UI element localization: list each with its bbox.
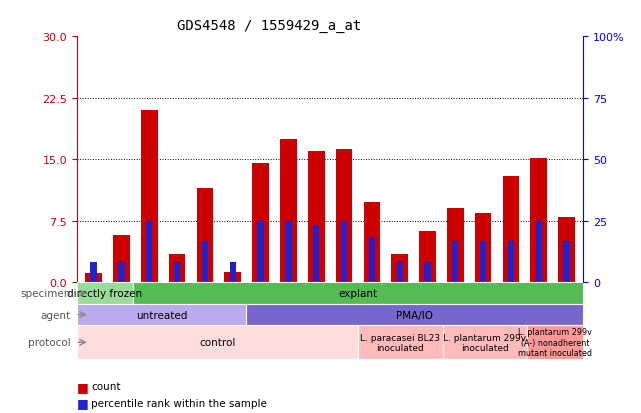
Bar <box>285 221 292 282</box>
Bar <box>77 304 246 325</box>
Bar <box>480 242 487 282</box>
Bar <box>475 213 492 282</box>
Bar <box>174 262 180 282</box>
Text: control: control <box>199 337 236 347</box>
Bar <box>169 254 185 282</box>
Bar <box>258 221 263 282</box>
Bar <box>77 282 133 304</box>
Bar <box>224 273 241 282</box>
Bar <box>246 304 583 325</box>
Text: agent: agent <box>40 310 71 320</box>
Bar <box>443 325 527 359</box>
Bar <box>527 325 583 359</box>
Bar <box>146 221 153 282</box>
Bar <box>77 325 358 359</box>
Text: explant: explant <box>338 288 378 298</box>
Bar <box>358 325 443 359</box>
Bar <box>252 164 269 282</box>
Text: PMA/IO: PMA/IO <box>396 310 433 320</box>
Text: GDS4548 / 1559429_a_at: GDS4548 / 1559429_a_at <box>177 19 362 33</box>
Bar <box>336 150 353 282</box>
Bar <box>536 221 542 282</box>
Bar <box>397 262 403 282</box>
Text: L. plantarum 299v
inoculated: L. plantarum 299v inoculated <box>444 333 526 352</box>
Bar <box>341 221 347 282</box>
Bar <box>133 282 583 304</box>
Bar <box>113 235 129 282</box>
Text: directly frozen: directly frozen <box>67 288 142 298</box>
Bar <box>119 262 124 282</box>
Bar <box>363 202 380 282</box>
Bar <box>308 152 324 282</box>
Bar <box>503 176 519 282</box>
Text: percentile rank within the sample: percentile rank within the sample <box>91 398 267 408</box>
Bar <box>141 111 158 282</box>
Bar <box>452 242 458 282</box>
Text: L. plantarum 299v
(A-) nonadherent
mutant inoculated: L. plantarum 299v (A-) nonadherent mutan… <box>518 328 592 357</box>
Text: count: count <box>91 381 121 391</box>
Text: ■: ■ <box>77 380 88 393</box>
Bar <box>558 217 575 282</box>
Bar <box>419 231 436 282</box>
Bar <box>90 262 97 282</box>
Text: specimen: specimen <box>20 288 71 298</box>
Bar <box>508 242 514 282</box>
Bar <box>197 188 213 282</box>
Bar <box>563 242 570 282</box>
Bar <box>424 262 431 282</box>
Text: untreated: untreated <box>136 310 187 320</box>
Bar <box>369 237 375 282</box>
Bar <box>447 209 463 282</box>
Bar <box>280 140 297 282</box>
Bar <box>85 273 102 282</box>
Text: ■: ■ <box>77 396 88 409</box>
Bar <box>202 242 208 282</box>
Text: L. paracasei BL23
inoculated: L. paracasei BL23 inoculated <box>360 333 440 352</box>
Bar <box>531 158 547 282</box>
Bar <box>313 225 319 282</box>
Bar <box>229 262 236 282</box>
Bar <box>391 254 408 282</box>
Text: protocol: protocol <box>28 337 71 347</box>
